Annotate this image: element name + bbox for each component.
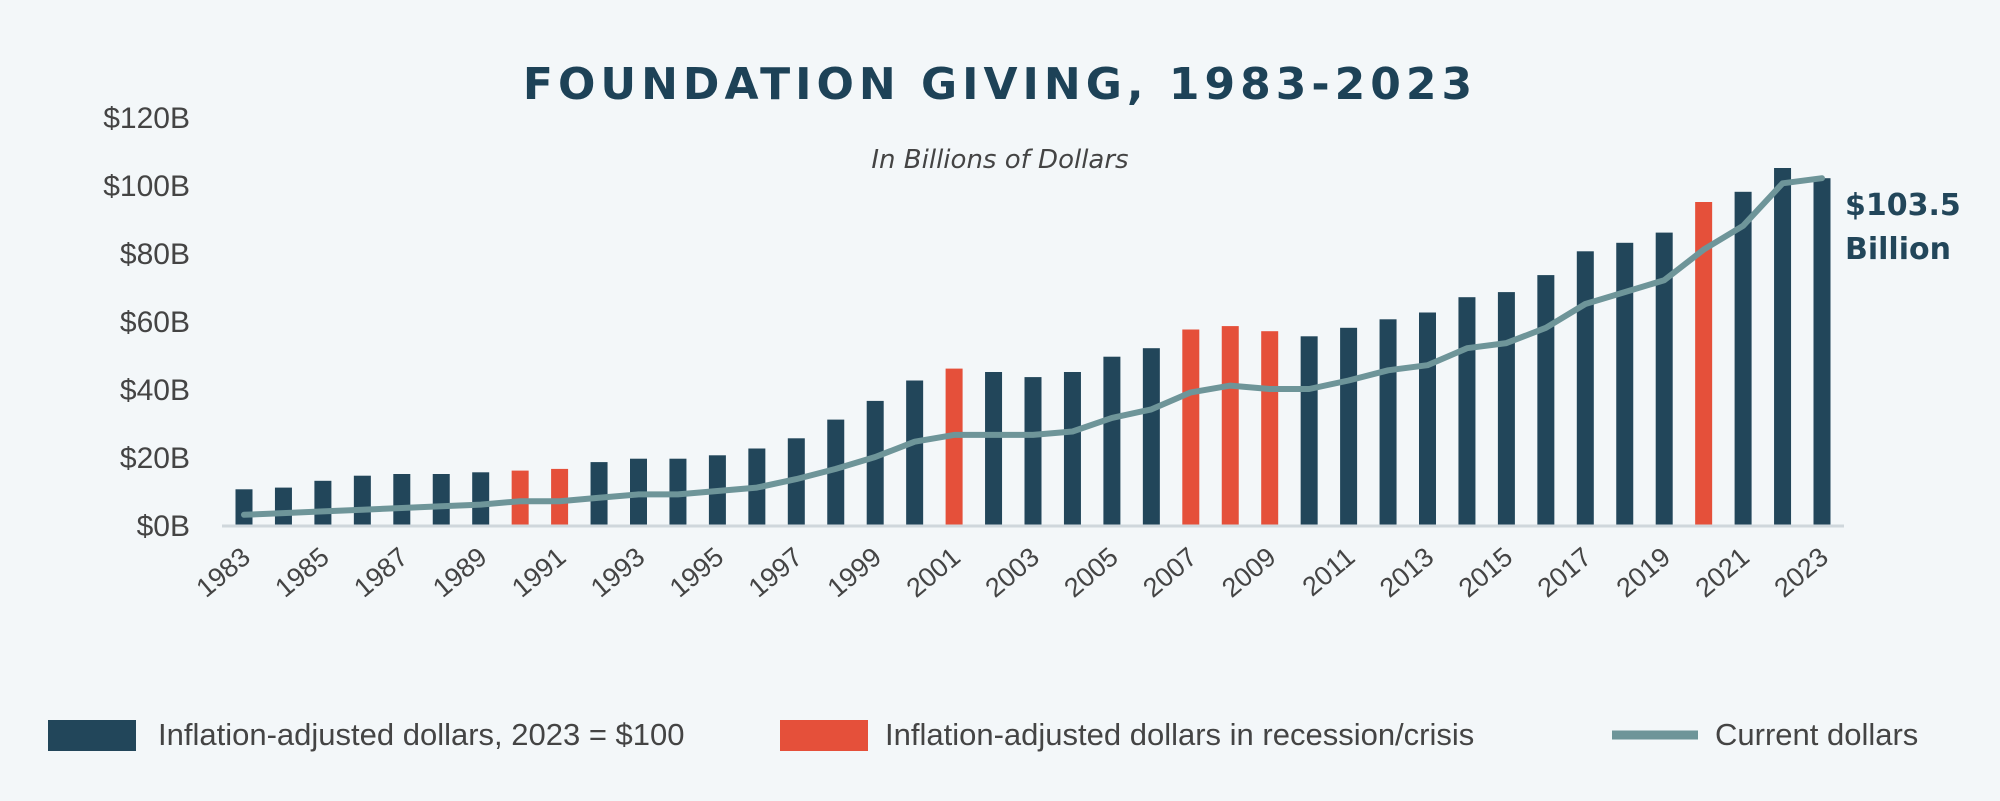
x-tick-label: 2019 [1611, 542, 1676, 604]
bar-2003 [1024, 377, 1042, 525]
bar-2017 [1576, 251, 1594, 526]
x-tick-label: 1999 [822, 542, 887, 604]
bar-1988 [432, 474, 450, 525]
chart-subtitle: In Billions of Dollars [871, 145, 1128, 175]
bar-1986 [353, 475, 371, 525]
y-tick-label: $20B [120, 442, 190, 475]
x-tick-label: 1997 [743, 542, 808, 604]
y-tick-label: $0B [137, 510, 190, 543]
bar-1987 [393, 474, 411, 525]
bar-2016 [1537, 275, 1555, 525]
x-tick-label: 1987 [348, 542, 413, 604]
bar-1983 [235, 489, 253, 525]
bar-recession-2007 [1182, 329, 1200, 525]
bar-recession-2001 [945, 368, 963, 525]
legend-label-recession: Inflation-adjusted dollars in recession/… [885, 717, 1474, 752]
bar-2011 [1340, 327, 1358, 525]
chart-title: FOUNDATION GIVING, 1983-2023 [523, 59, 1477, 110]
x-tick-label: 2003 [980, 542, 1045, 604]
legend: Inflation-adjusted dollars, 2023 = $100 … [48, 717, 1918, 752]
bar-1998 [827, 419, 845, 525]
y-tick-label: $120B [103, 102, 190, 135]
x-tick-label: 1985 [269, 542, 334, 604]
x-tick-label: 2023 [1769, 542, 1834, 604]
x-tick-label: 1995 [664, 542, 729, 604]
y-tick-label: $40B [120, 374, 190, 407]
bar-1999 [866, 400, 884, 525]
bar-2019 [1655, 232, 1673, 525]
x-tick-label: 2021 [1690, 542, 1755, 604]
x-tick-label: 2011 [1297, 542, 1361, 602]
bar-2014 [1458, 297, 1476, 525]
bar-2013 [1419, 312, 1436, 525]
end-value-unit-label: Billion [1845, 232, 1951, 267]
bar-2004 [1063, 372, 1081, 525]
bar-2012 [1379, 319, 1397, 525]
bar-2000 [906, 380, 924, 525]
bar-recession-2009 [1261, 331, 1279, 525]
bar-recession-1991 [551, 468, 569, 525]
bar-2002 [985, 372, 1003, 525]
bars [235, 168, 1831, 526]
bar-1992 [590, 462, 608, 525]
y-tick-label: $80B [120, 238, 190, 271]
bar-2021 [1734, 191, 1752, 526]
legend-swatch-recession [780, 720, 868, 751]
bar-2023 [1813, 178, 1831, 525]
bar-1984 [274, 487, 292, 525]
bar-1985 [314, 480, 332, 525]
legend-label-current-dollars: Current dollars [1715, 717, 1918, 752]
bar-1989 [472, 472, 490, 525]
bar-2018 [1616, 242, 1634, 526]
bar-2015 [1497, 292, 1515, 525]
x-tick-label: 2013 [1374, 542, 1439, 604]
bar-2005 [1103, 356, 1121, 525]
bar-recession-2020 [1695, 202, 1713, 525]
x-tick-label: 2007 [1137, 542, 1202, 604]
bar-2010 [1300, 336, 1318, 525]
x-tick-label: 2017 [1532, 542, 1597, 604]
legend-swatch-inflation-adjusted [48, 720, 136, 751]
x-tick-label: 2001 [901, 542, 966, 604]
bar-2022 [1774, 168, 1792, 525]
bar-recession-1990 [511, 470, 529, 525]
x-tick-label: 1983 [191, 542, 256, 604]
current-dollars-line [241, 175, 1825, 518]
y-tick-label: $100B [103, 170, 190, 203]
end-value-label: $103.5 [1845, 188, 1961, 223]
y-axis-labels: $0B $20B $40B $60B $80B $100B $120B [103, 102, 190, 543]
x-tick-label: 1993 [585, 542, 650, 604]
bar-recession-2008 [1221, 326, 1239, 525]
x-axis-labels: 1983 1985 1987 1989 1991 1993 1995 1997 1999 2001… [191, 542, 1834, 604]
bar-2006 [1142, 348, 1160, 525]
x-tick-label: 1991 [506, 542, 571, 604]
x-tick-label: 2015 [1453, 542, 1518, 604]
x-tick-label: 1989 [427, 542, 492, 604]
x-tick-label: 2009 [1216, 542, 1281, 604]
legend-label-inflation-adjusted: Inflation-adjusted dollars, 2023 = $100 [158, 717, 685, 752]
x-tick-label: 2005 [1058, 542, 1123, 604]
y-tick-label: $60B [120, 306, 190, 339]
